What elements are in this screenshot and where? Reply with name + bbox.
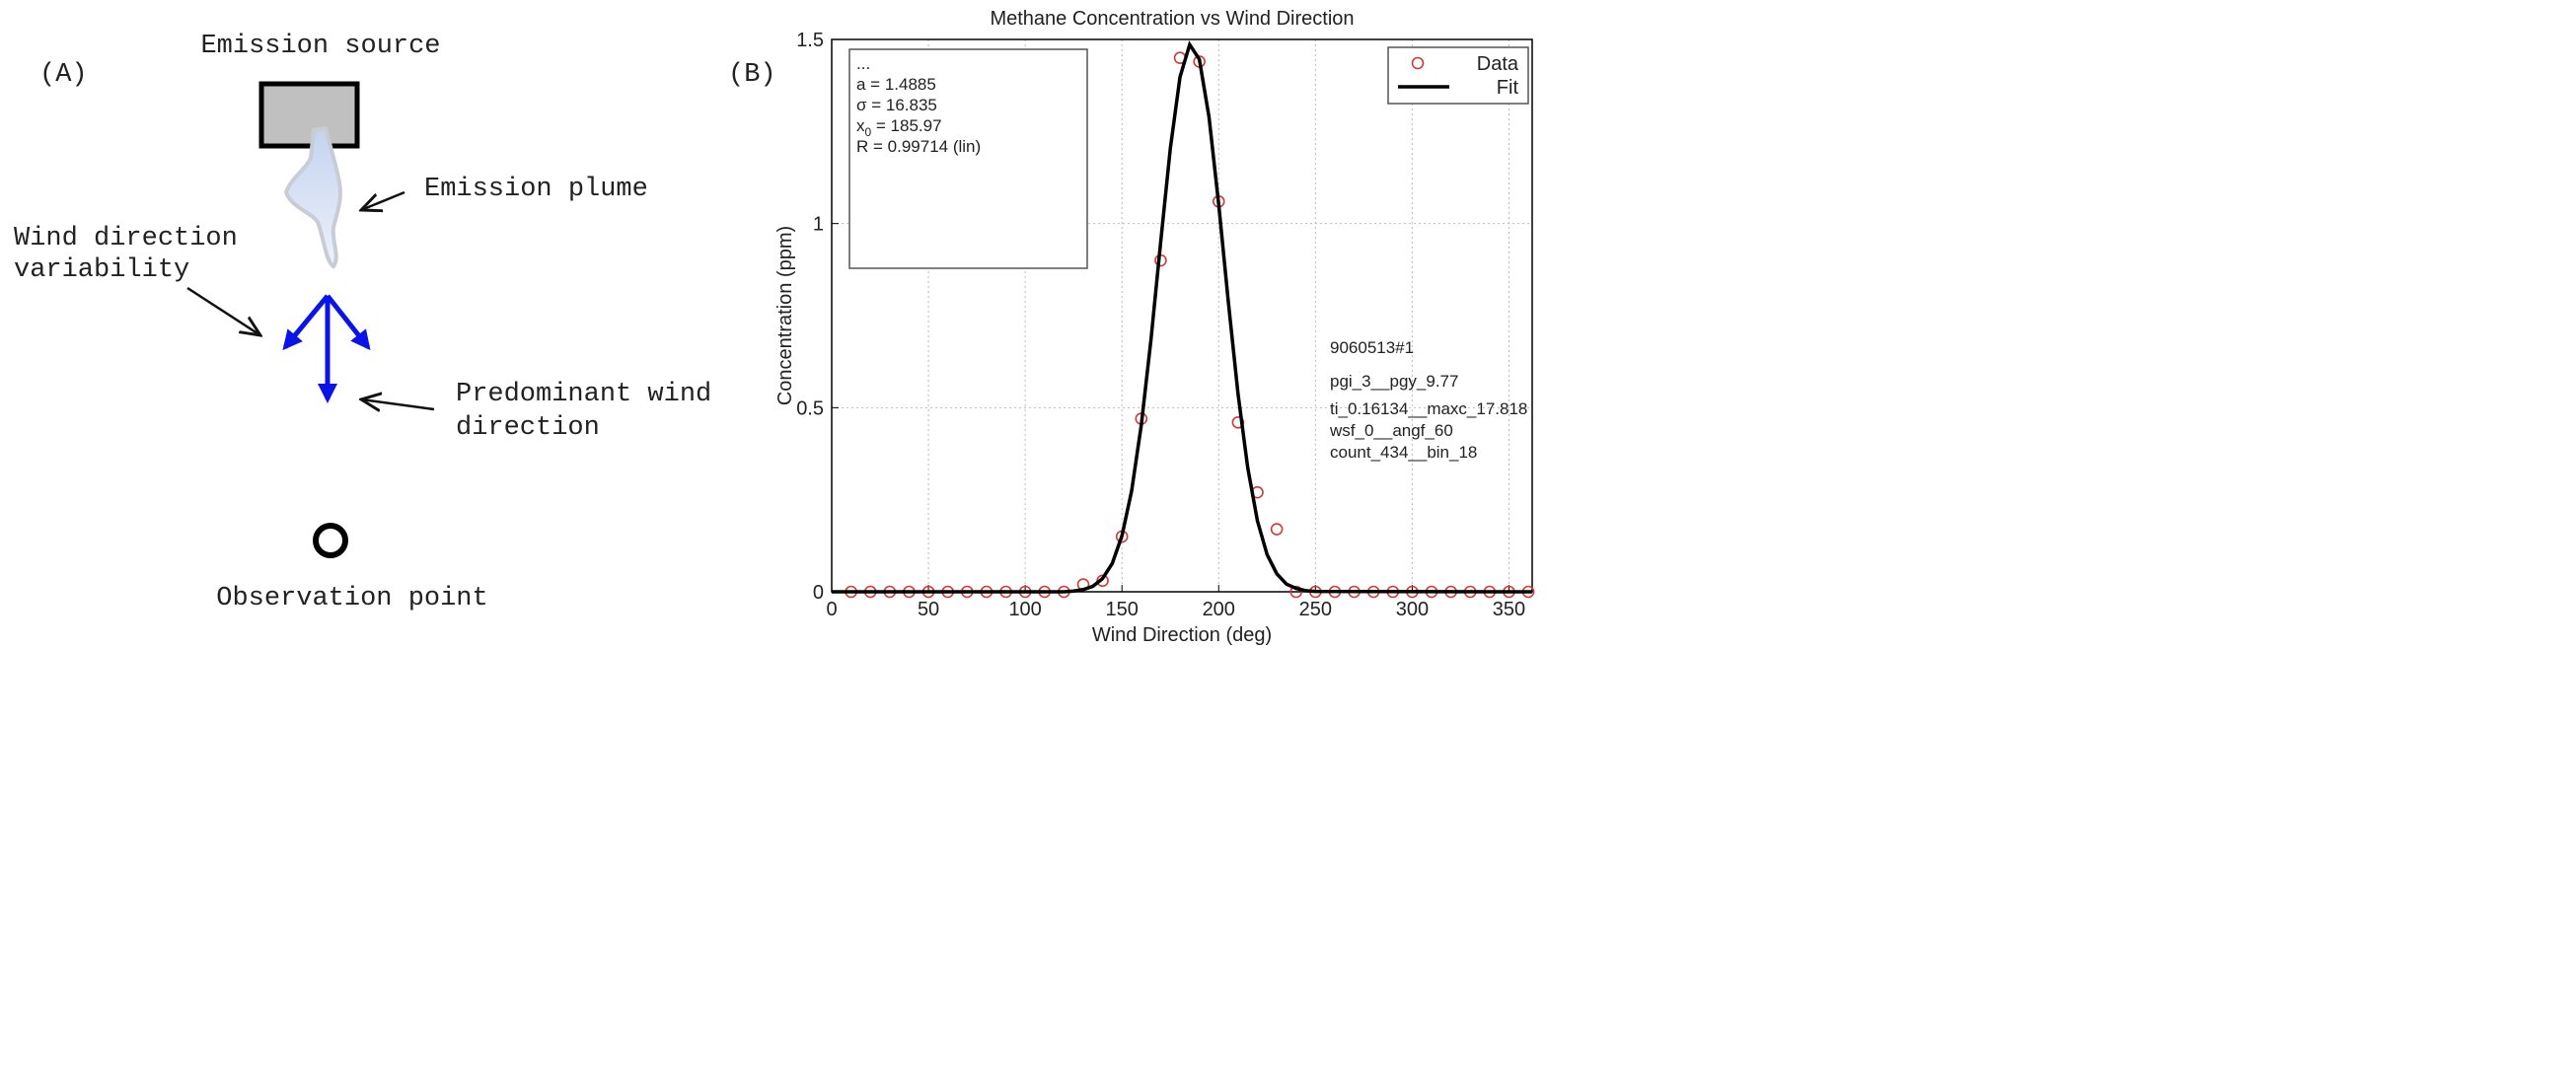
fit-box [848, 48, 1088, 269]
emission-source [258, 81, 360, 149]
y-tick-label: 0 [813, 582, 824, 604]
fit-parameter: a = 1.4885 [856, 75, 936, 94]
x-tick-label: 350 [1493, 599, 1525, 620]
legend-label: Fit [1497, 77, 1519, 99]
label: Emission plume [424, 175, 648, 204]
fit-line [832, 40, 1533, 594]
annotation: ti_0.16134__maxc_17.818 [1330, 399, 1527, 418]
y-axis-label: Concentration (ppm) [774, 226, 796, 405]
panel-label: (B) [728, 60, 776, 90]
annotation: pgi_3__pgy_9.77 [1330, 372, 1458, 391]
legend-marker [1411, 56, 1425, 70]
fit-parameter-part: = 185.97 [871, 116, 941, 135]
label: Predominant wind [456, 380, 711, 409]
fit-parameter: x0 = 185.97 [856, 116, 942, 139]
wind-arrows [282, 294, 371, 403]
chart: Methane Concentration vs Wind Direction … [774, 8, 1355, 646]
x-tick-label: 100 [1008, 599, 1041, 620]
observation-point [313, 523, 348, 558]
label: Observation point [216, 584, 487, 613]
arrow [186, 286, 260, 335]
x-tick-label: 300 [1396, 599, 1429, 620]
chart-title: Methane Concentration vs Wind Direction [990, 8, 1354, 30]
y-tick-label: 1 [813, 214, 824, 236]
plot-frame [831, 38, 1533, 593]
label: Emission source [200, 32, 440, 61]
fit-parameter: R = 0.99714 (lin) [856, 137, 981, 156]
fit-parameter: ... [856, 54, 870, 73]
y-tick-label: 1.5 [796, 30, 824, 51]
x-tick-label: 0 [826, 599, 837, 620]
panel-label: (A) [39, 60, 88, 90]
label: direction [456, 413, 600, 443]
annotation: wsf_0__angf_60 [1329, 421, 1453, 440]
x-tick-label: 250 [1299, 599, 1332, 620]
emission-plume [283, 125, 342, 269]
legend-label: Data [1477, 53, 1519, 75]
annotation: count_434__bin_18 [1330, 443, 1477, 462]
x-tick-label: 200 [1203, 599, 1235, 620]
panel-a: (A) Emission source Emission plume Wind … [14, 32, 711, 613]
label: Wind direction [14, 224, 238, 253]
legend-box [1387, 46, 1529, 105]
data-point [1289, 585, 1303, 599]
fit-parameter: σ = 16.835 [856, 96, 937, 114]
fit-parameter-part: x [856, 116, 865, 135]
x-tick-label: 50 [918, 599, 939, 620]
annotation: 9060513#1 [1330, 338, 1414, 357]
arrow [361, 190, 405, 210]
arrow [361, 399, 435, 409]
fit-parameter-subscript: 0 [865, 125, 872, 139]
x-tick-label: 150 [1106, 599, 1139, 620]
x-axis-label: Wind Direction (deg) [1092, 624, 1272, 646]
label: variability [14, 255, 189, 285]
data-point [1270, 523, 1284, 536]
y-tick-label: 0.5 [796, 397, 824, 419]
